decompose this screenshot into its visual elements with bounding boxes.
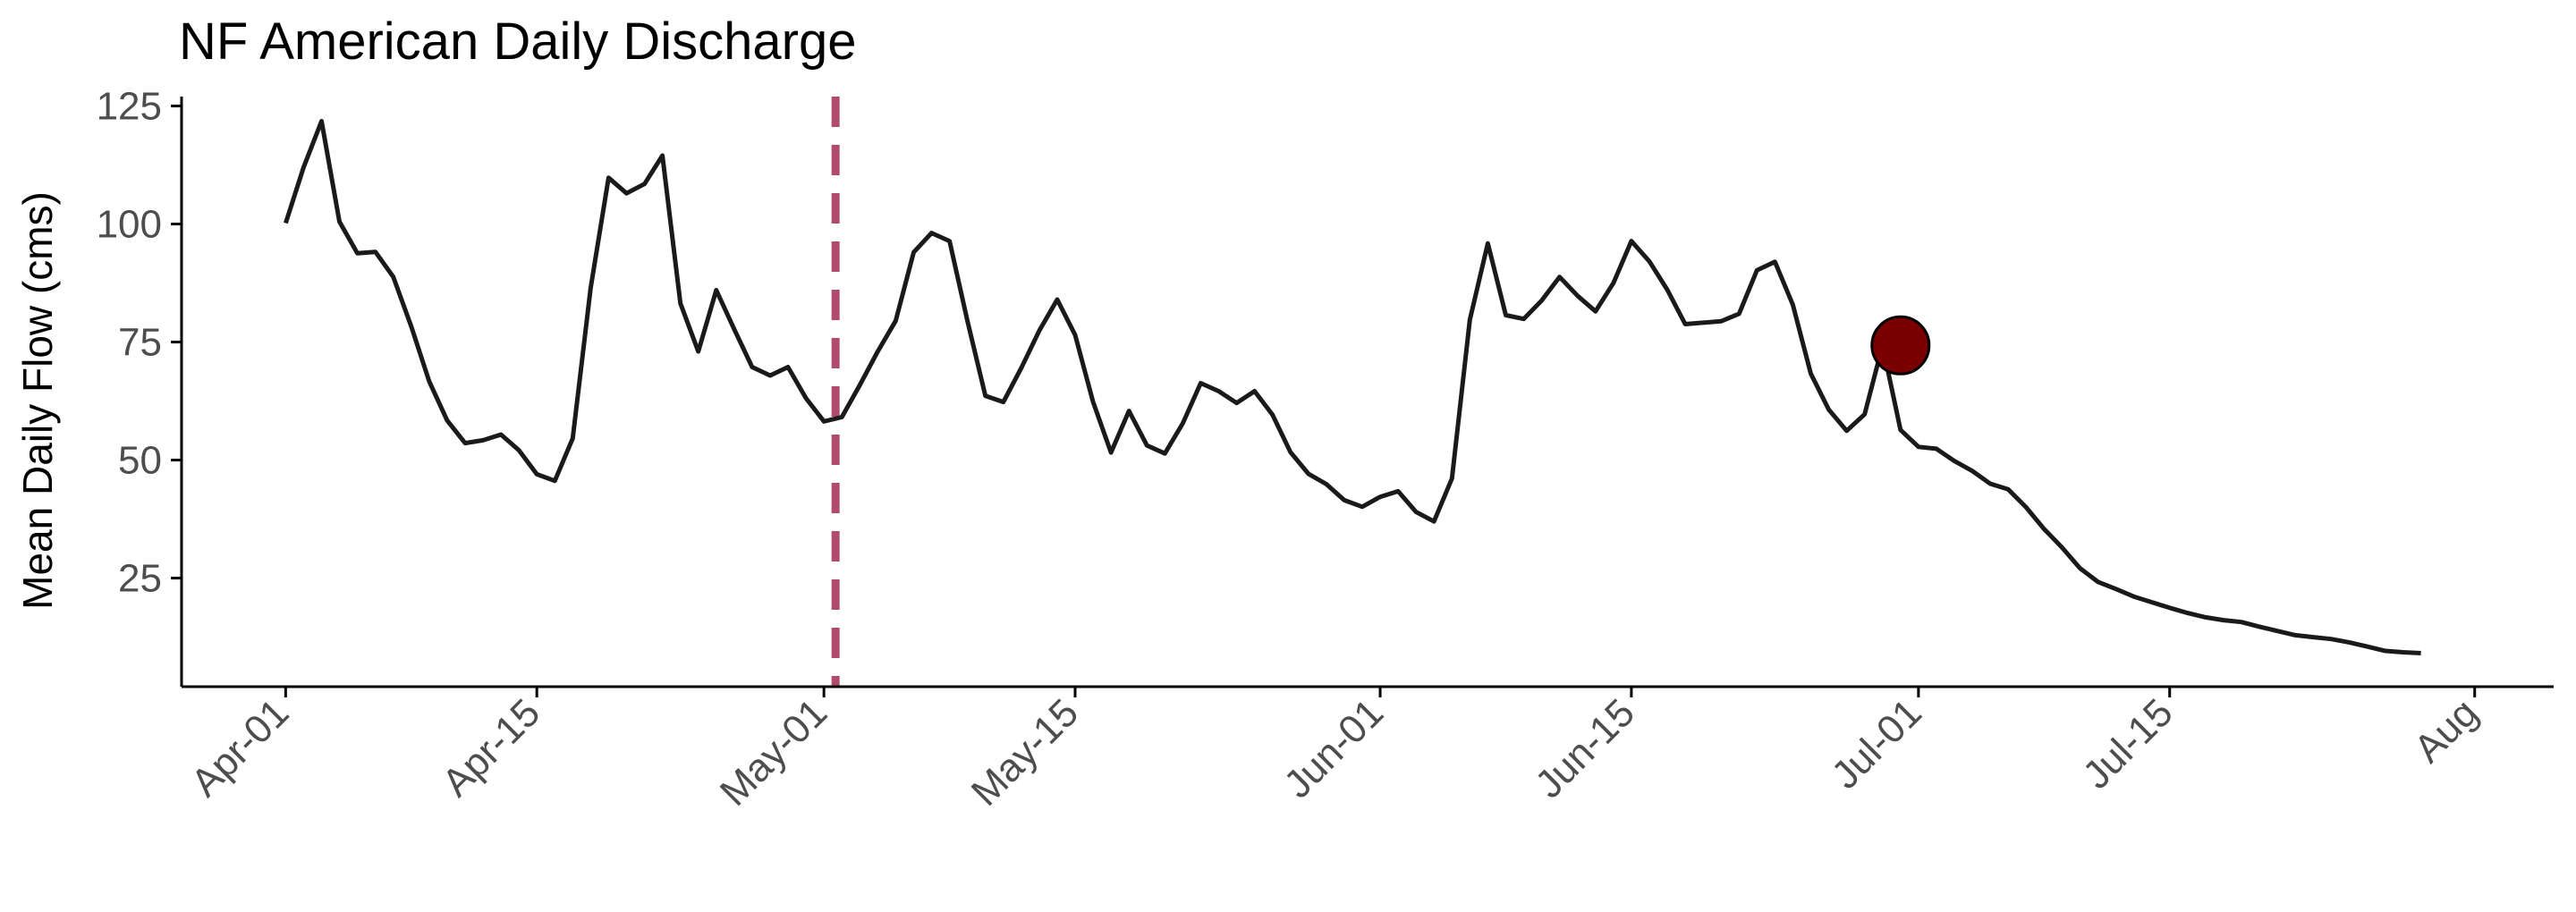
y-tick-label: 50 xyxy=(118,439,162,483)
y-tick-label: 25 xyxy=(118,557,162,601)
x-tick-label: May-15 xyxy=(963,690,1087,814)
y-axis-ticks: 25 50 75 100 125 xyxy=(97,85,182,601)
discharge-line xyxy=(284,119,2421,655)
x-tick-label: May-01 xyxy=(712,690,835,814)
y-tick-label: 100 xyxy=(97,203,162,247)
x-tick-label: Apr-01 xyxy=(182,690,297,805)
x-tick-label: Apr-15 xyxy=(434,690,548,805)
y-axis-label: Mean Daily Flow (cms) xyxy=(14,191,61,610)
plot-marks xyxy=(284,97,2421,687)
x-tick-label: Jul-15 xyxy=(2074,690,2181,797)
x-tick-label: Jun-15 xyxy=(1527,690,1643,806)
x-tick-label: Aug xyxy=(2406,690,2487,771)
y-tick-label: 75 xyxy=(118,321,162,365)
x-tick-label: Jul-01 xyxy=(1824,690,1930,797)
x-axis-ticks: Apr-01 Apr-15 May-01 May-15 Jun-01 Jun-15 Jul-… xyxy=(182,687,2487,815)
highlight-point xyxy=(1870,315,1931,376)
x-tick-label: Jun-01 xyxy=(1275,690,1392,806)
chart-title: NF American Daily Discharge xyxy=(179,13,856,71)
y-tick-label: 125 xyxy=(97,85,162,129)
